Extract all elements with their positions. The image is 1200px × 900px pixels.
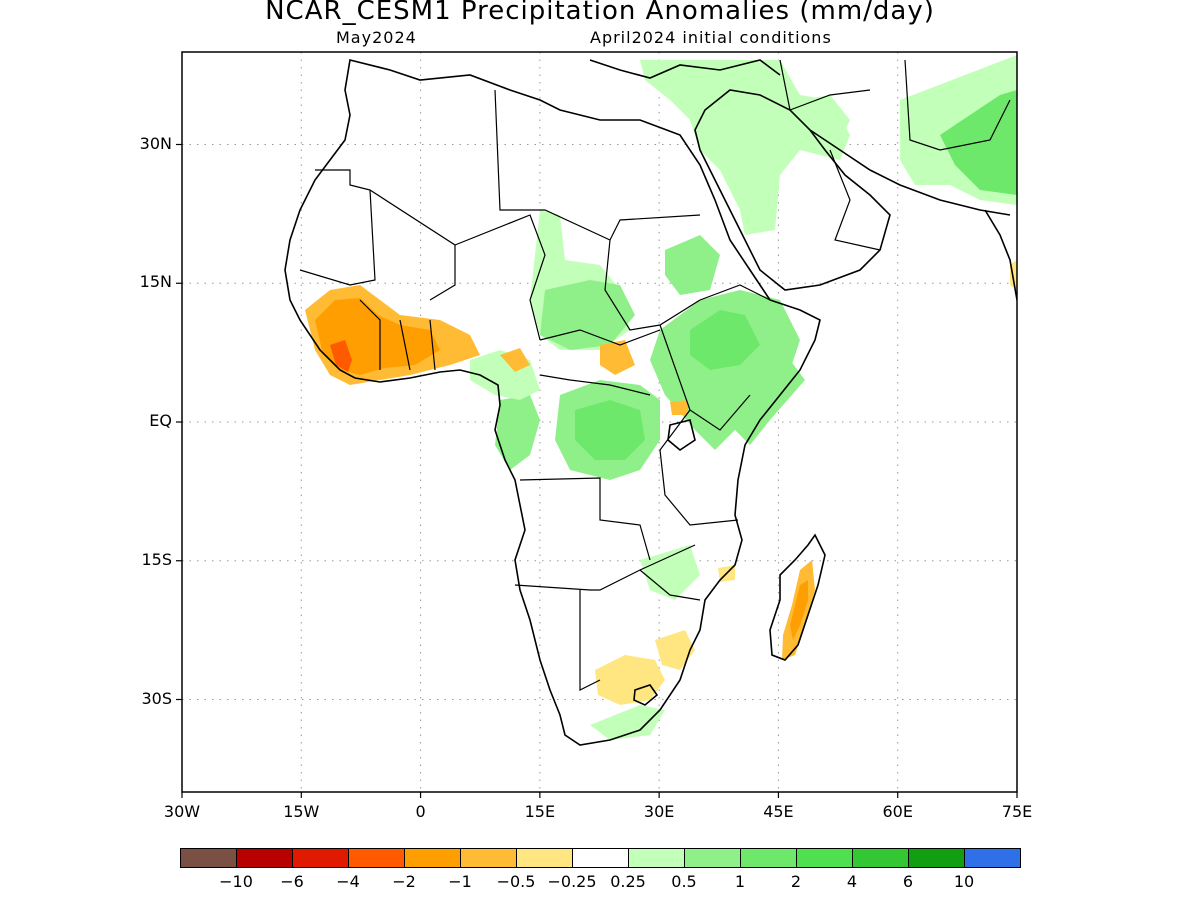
axis-ticks — [176, 143, 1018, 798]
forecast-month: May2024 — [336, 28, 417, 47]
x-tick-label: 75E — [1001, 802, 1033, 821]
colorbar-label: 2 — [790, 872, 802, 891]
colorbar-label: −1 — [448, 872, 472, 891]
anomaly-ethiopia-core — [690, 310, 760, 370]
madagascar-coastline — [769, 533, 826, 661]
colorbar-swatch — [180, 848, 237, 868]
persian-gulf-coast — [809, 129, 1011, 216]
colorbar-swatch — [292, 848, 349, 868]
colorbar-swatch — [404, 848, 461, 868]
colorbar-swatch — [516, 848, 573, 868]
anomaly-east-africa-coast — [735, 360, 805, 445]
chart-title: NCAR_CESM1 Precipitation Anomalies (mm/d… — [265, 0, 935, 26]
colorbar-swatch — [740, 848, 797, 868]
lesotho — [633, 684, 659, 706]
anomaly-fields — [305, 55, 1017, 740]
y-tick-label: EQ — [149, 411, 172, 430]
colorbar-swatch — [908, 848, 965, 868]
coastlines-and-borders — [284, 59, 1017, 746]
anomaly-arabia-east — [800, 95, 850, 150]
colorbar-swatch — [572, 848, 629, 868]
y-tick-label: 30S — [141, 688, 172, 708]
x-tick-label: 15E — [524, 802, 556, 821]
india-coast — [984, 209, 1017, 301]
colorbar-label: 4 — [846, 872, 858, 891]
colorbar-swatch — [628, 848, 685, 868]
colorbar-label: −0.5 — [496, 872, 536, 891]
x-tick-label: 30E — [643, 802, 675, 821]
x-tick-label: 15W — [283, 802, 320, 821]
anomaly-south-africa-dry — [595, 655, 665, 705]
anomaly-sudan — [665, 235, 720, 295]
anomaly-sierra-leone-strong — [330, 340, 352, 372]
anomaly-middle-east — [640, 60, 850, 235]
anomaly-uganda-dry — [670, 400, 688, 415]
colorbar-swatch — [796, 848, 853, 868]
x-tick-label: 30W — [163, 802, 201, 821]
y-tick-label: 30N — [139, 133, 172, 153]
colorbar-label: −6 — [280, 872, 304, 891]
colorbar-swatch — [348, 848, 405, 868]
anomaly-south-africa-green — [590, 705, 665, 740]
colorbar-label: 6 — [902, 872, 914, 891]
colorbar-swatch — [684, 848, 741, 868]
colorbar-swatch — [964, 848, 1021, 868]
x-tick-label: 0 — [415, 802, 426, 821]
colorbar-swatch — [852, 848, 909, 868]
anomaly-mozambique-green — [640, 545, 700, 600]
colorbar-label: 0.5 — [671, 872, 697, 891]
africa-coastline — [284, 59, 821, 746]
colorbar-label: 10 — [953, 872, 975, 891]
country-borders — [299, 59, 1011, 691]
colorbar — [180, 848, 1021, 868]
mediterranean-coast — [589, 59, 781, 79]
x-tick-label: 45E — [763, 802, 794, 821]
lake-victoria — [667, 419, 696, 451]
colorbar-label: 1 — [734, 872, 746, 891]
anomaly-nigeria-dry — [500, 348, 530, 372]
y-tick-label: 15N — [139, 272, 172, 292]
anomaly-car-dry — [600, 340, 635, 375]
x-tick-label: 60E — [882, 802, 913, 821]
y-tick-label: 15S — [141, 549, 172, 569]
colorbar-label: −2 — [392, 872, 416, 891]
anomaly-gabon-coast — [495, 395, 540, 470]
anomaly-congo-core — [575, 400, 645, 460]
colorbar-swatch — [236, 848, 293, 868]
colorbar-label: 0.25 — [610, 872, 646, 891]
arabia-coastline — [694, 89, 891, 291]
colorbar-label: −4 — [336, 872, 360, 891]
colorbar-label: −10 — [219, 872, 253, 891]
anomaly-madagascar-core — [790, 580, 808, 640]
anomaly-chad-sudan — [540, 280, 635, 350]
initial-conditions-label: April2024 initial conditions — [590, 28, 832, 47]
colorbar-swatch — [460, 848, 517, 868]
colorbar-label: −0.25 — [547, 872, 597, 891]
anomaly-natal-dry — [655, 630, 695, 670]
